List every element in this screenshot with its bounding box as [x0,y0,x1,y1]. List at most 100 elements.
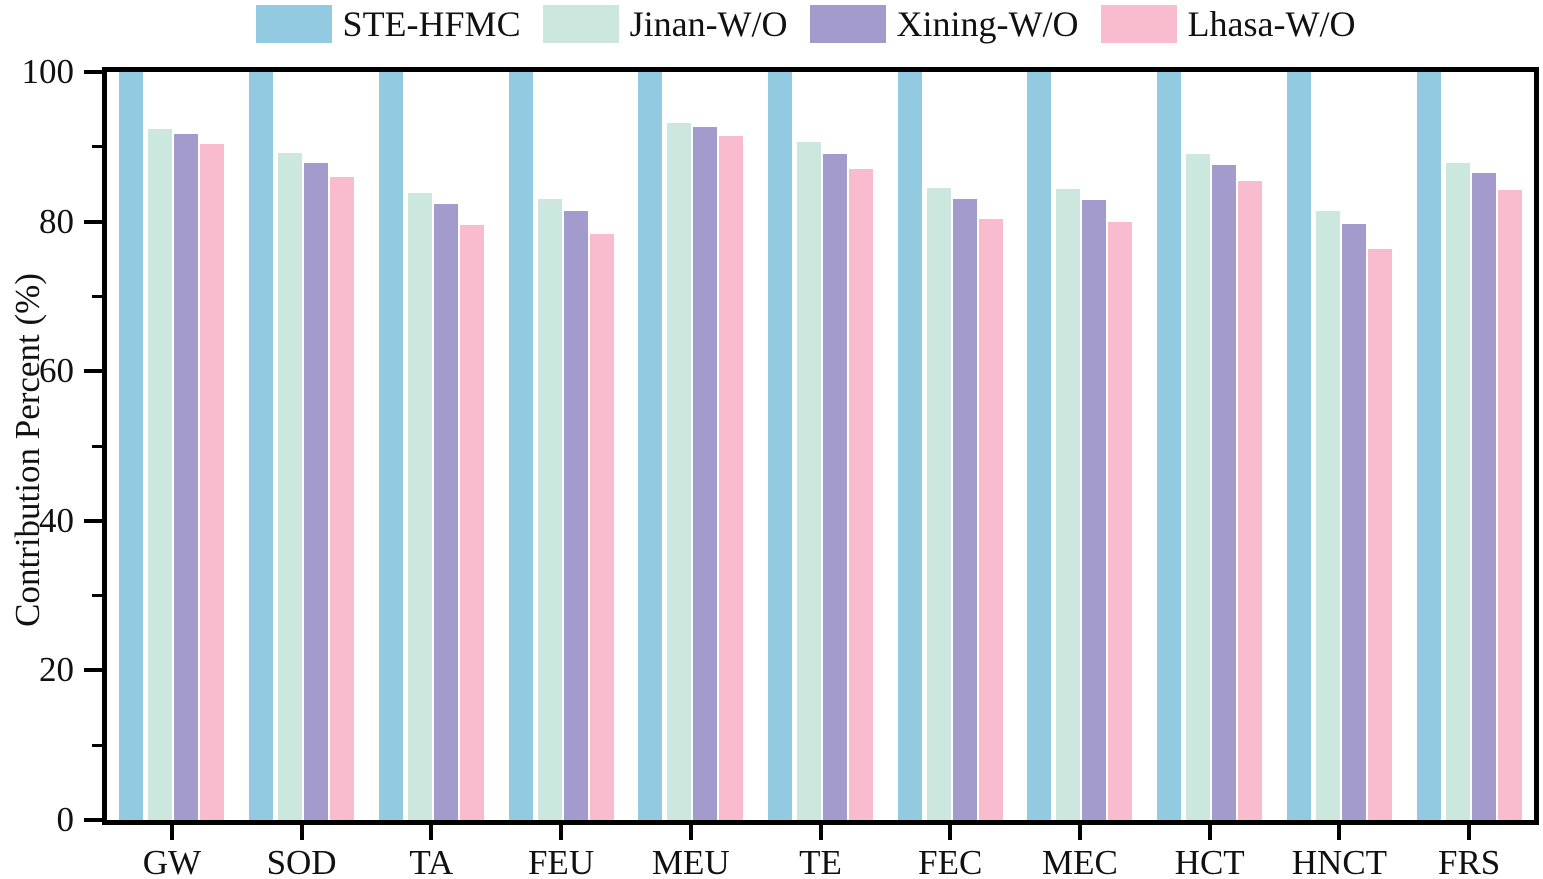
bar-mec-lhasa-w-o [1108,221,1133,820]
plot-area [102,67,1539,825]
bar-mec-ste-hfmc [1027,72,1052,820]
legend-item-lhasa-w-o: Lhasa-W/O [1100,2,1356,46]
x-tick-label-mec: MEC [1042,843,1118,879]
y-minor-tick-90 [92,145,102,149]
x-tick-label-te: TE [799,843,842,879]
bar-hct-ste-hfmc [1157,72,1182,820]
bar-hct-jinan-w-o [1186,154,1211,820]
bar-sod-ste-hfmc [249,72,274,820]
y-tick-label-20: 20 [39,650,74,690]
legend-swatch-icon [542,5,619,43]
legend-swatch-icon [809,5,886,43]
bar-sod-xining-w-o [304,162,329,820]
bar-frs-lhasa-w-o [1497,190,1522,820]
bar-ta-ste-hfmc [378,72,403,820]
bar-ta-xining-w-o [433,204,458,820]
x-tick-hct [1207,825,1212,840]
bar-mec-xining-w-o [1082,199,1107,820]
bar-ta-lhasa-w-o [459,225,484,820]
y-tick-label-60: 60 [39,351,74,391]
bar-hnct-xining-w-o [1341,223,1366,820]
bar-frs-jinan-w-o [1445,163,1470,820]
bar-hnct-jinan-w-o [1315,211,1340,820]
legend-label: Jinan-W/O [629,4,788,44]
bar-mec-jinan-w-o [1056,188,1081,820]
x-tick-label-hct: HCT [1174,843,1245,879]
x-tick-label-meu: MEU [651,843,730,879]
bar-te-jinan-w-o [797,141,821,820]
y-tick-label-40: 40 [39,500,74,540]
legend-label: Lhasa-W/O [1187,4,1356,44]
bar-hnct-lhasa-w-o [1367,248,1392,820]
bar-sod-jinan-w-o [278,152,303,820]
x-tick-label-frs: FRS [1437,843,1501,879]
bar-meu-xining-w-o [693,127,718,820]
x-tick-label-gw: GW [142,843,202,879]
x-tick-label-feu: FEU [527,843,595,879]
x-tick-feu [559,825,564,840]
y-tick-label-80: 80 [39,201,74,241]
bar-feu-jinan-w-o [537,199,562,820]
chart-legend: STE-HFMC Jinan-W/O Xining-W/O Lhasa-W/O [0,0,1543,48]
bar-meu-jinan-w-o [667,122,692,820]
x-tick-label-sod: SOD [266,843,337,879]
y-major-tick-40 [84,518,102,523]
bar-fec-ste-hfmc [897,72,922,820]
bar-sod-lhasa-w-o [330,177,355,820]
y-major-tick-80 [84,219,102,224]
legend-item-ste-hfmc: STE-HFMC [255,2,521,46]
bar-hct-xining-w-o [1212,164,1237,820]
y-major-tick-20 [84,668,102,673]
bar-hnct-ste-hfmc [1286,72,1311,820]
x-tick-frs [1467,825,1472,840]
x-tick-hnct [1337,825,1342,840]
y-major-tick-100 [84,70,102,74]
x-tick-te [818,825,823,840]
bar-te-xining-w-o [823,153,847,820]
legend-label: STE-HFMC [342,4,521,44]
bar-te-ste-hfmc [768,72,792,820]
bar-gw-xining-w-o [174,134,199,820]
x-tick-label-ta: TA [409,843,454,879]
bars-layer [107,72,1534,820]
x-tick-meu [688,825,693,840]
y-minor-tick-10 [92,743,102,747]
bar-fec-jinan-w-o [926,187,951,820]
bar-gw-jinan-w-o [148,128,173,820]
y-major-tick-0 [84,818,102,822]
bar-meu-ste-hfmc [638,72,663,820]
x-tick-fec [948,825,953,840]
y-tick-label-100: 100 [21,52,75,91]
y-minor-tick-30 [92,594,102,598]
legend-label: Xining-W/O [896,4,1079,44]
y-minor-tick-50 [92,444,102,448]
bar-feu-ste-hfmc [508,72,533,820]
x-tick-label-hnct: HNCT [1291,843,1388,879]
bar-hct-lhasa-w-o [1238,181,1263,820]
y-minor-tick-70 [92,294,102,298]
x-tick-gw [169,825,174,840]
x-tick-ta [429,825,434,840]
bar-frs-ste-hfmc [1416,72,1441,820]
bar-meu-lhasa-w-o [719,136,744,820]
x-tick-sod [299,825,304,840]
y-axis-title: Contribution Percent (%) [8,273,47,627]
y-major-tick-60 [84,369,102,374]
bar-fec-xining-w-o [952,199,977,820]
legend-swatch-icon [255,5,332,43]
bar-fec-lhasa-w-o [978,219,1003,820]
bar-gw-lhasa-w-o [200,143,225,820]
x-tick-mec [1077,825,1082,840]
legend-item-jinan-w-o: Jinan-W/O [542,2,788,46]
bar-feu-lhasa-w-o [589,233,614,820]
bar-ta-jinan-w-o [407,193,432,820]
bar-gw-ste-hfmc [119,72,144,820]
y-tick-label-0: 0 [56,800,75,839]
legend-item-xining-w-o: Xining-W/O [809,2,1079,46]
bar-te-lhasa-w-o [849,168,873,820]
bar-frs-xining-w-o [1471,172,1496,820]
legend-swatch-icon [1100,5,1177,43]
bar-feu-xining-w-o [563,211,588,820]
x-tick-label-fec: FEC [918,843,983,879]
